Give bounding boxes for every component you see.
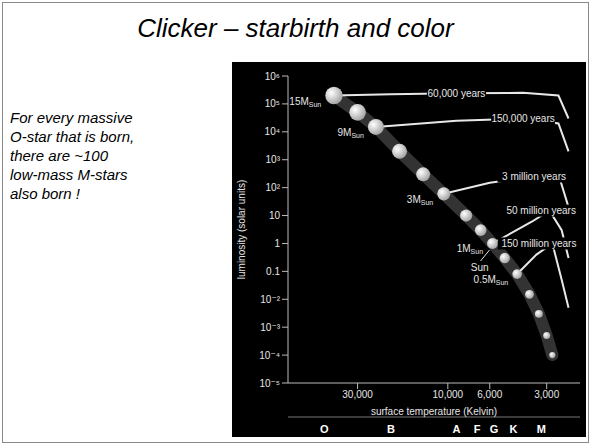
svg-text:150,000 years: 150,000 years bbox=[491, 113, 554, 124]
svg-text:A: A bbox=[452, 423, 460, 435]
svg-text:Sun: Sun bbox=[471, 262, 489, 273]
svg-text:10⁻³: 10⁻³ bbox=[260, 322, 280, 333]
svg-text:0.5MSun: 0.5MSun bbox=[474, 274, 509, 286]
html-text:O-star that is born,: O-star that is born, bbox=[10, 128, 135, 145]
svg-text:M: M bbox=[537, 423, 546, 435]
svg-text:1MSun: 1MSun bbox=[457, 243, 483, 255]
svg-text:6,000: 6,000 bbox=[477, 389, 502, 400]
svg-text:10³: 10³ bbox=[266, 154, 281, 165]
html-text:low-mass M-stars: low-mass M-stars bbox=[10, 166, 128, 183]
svg-text:0.1: 0.1 bbox=[266, 266, 280, 277]
svg-text:1: 1 bbox=[274, 238, 280, 249]
svg-text:150 million years: 150 million years bbox=[501, 238, 576, 249]
svg-text:B: B bbox=[387, 423, 395, 435]
svg-text:10⁴: 10⁴ bbox=[265, 126, 280, 137]
svg-text:3 million years: 3 million years bbox=[502, 171, 566, 182]
svg-text:30,000: 30,000 bbox=[342, 389, 373, 400]
svg-text:F: F bbox=[474, 423, 481, 435]
svg-text:G: G bbox=[490, 423, 499, 435]
svg-text:10⁶: 10⁶ bbox=[265, 71, 280, 82]
svg-text:10²: 10² bbox=[266, 182, 281, 193]
svg-text:O: O bbox=[320, 423, 329, 435]
svg-text:10: 10 bbox=[269, 210, 281, 221]
svg-text:9MSun: 9MSun bbox=[338, 127, 364, 139]
svg-text:15MSun: 15MSun bbox=[289, 96, 321, 108]
svg-text:50 million years: 50 million years bbox=[506, 205, 575, 216]
svg-text:10⁵: 10⁵ bbox=[265, 98, 280, 109]
svg-text:K: K bbox=[509, 423, 517, 435]
svg-text:10⁻²: 10⁻² bbox=[260, 294, 280, 305]
html-text:there are ~100: there are ~100 bbox=[10, 147, 108, 164]
html-text:also born !: also born ! bbox=[10, 185, 80, 202]
svg-text:3MSun: 3MSun bbox=[407, 194, 433, 206]
svg-text:surface temperature (Kelvin): surface temperature (Kelvin) bbox=[371, 406, 497, 417]
svg-text:10,000: 10,000 bbox=[433, 389, 464, 400]
svg-text:10⁻⁴: 10⁻⁴ bbox=[259, 350, 280, 361]
html-text:For every massive: For every massive bbox=[10, 109, 133, 126]
svg-text:luminosity (solar units): luminosity (solar units) bbox=[236, 180, 247, 279]
svg-text:60,000 years: 60,000 years bbox=[428, 88, 486, 99]
html-text:Clicker – starbirth and color: Clicker – starbirth and color bbox=[137, 13, 454, 43]
svg-text:3,000: 3,000 bbox=[534, 389, 559, 400]
svg-text:10⁻⁵: 10⁻⁵ bbox=[259, 378, 280, 389]
